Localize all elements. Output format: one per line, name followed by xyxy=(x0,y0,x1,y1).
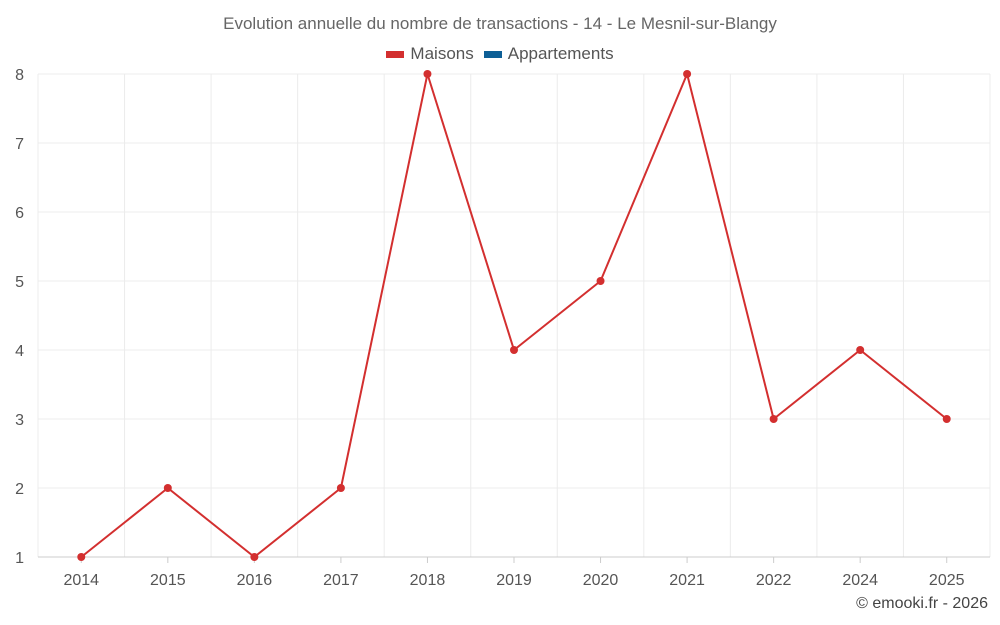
x-tick-label: 2025 xyxy=(929,572,965,589)
legend-label-maisons: Maisons xyxy=(410,44,474,63)
y-tick-label: 1 xyxy=(15,550,24,567)
legend-label-appartements: Appartements xyxy=(507,44,614,63)
data-point xyxy=(683,70,692,78)
x-tick-label: 2016 xyxy=(237,572,273,589)
legend-swatch-appartements xyxy=(483,50,502,58)
data-point xyxy=(856,346,865,354)
legend-item-maisons[interactable]: Maisons xyxy=(386,44,474,64)
y-tick-label: 5 xyxy=(15,274,24,291)
data-point xyxy=(596,277,605,285)
data-point xyxy=(769,415,778,423)
x-tick-label: 2021 xyxy=(669,572,705,589)
data-point xyxy=(942,415,951,423)
legend-swatch-maisons xyxy=(386,50,405,58)
x-tick-label: 2014 xyxy=(63,572,99,589)
y-tick-label: 3 xyxy=(15,412,24,429)
y-tick-label: 4 xyxy=(15,343,24,360)
y-tick-label: 7 xyxy=(15,136,24,153)
x-tick-label: 2017 xyxy=(323,572,359,589)
x-tick-label: 2024 xyxy=(842,572,878,589)
data-point xyxy=(510,346,518,354)
credit: © emooki.fr - 2026 xyxy=(856,595,988,612)
x-tick-label: 2022 xyxy=(756,572,792,589)
data-point xyxy=(336,484,345,492)
data-point xyxy=(163,484,172,492)
chart-title: Evolution annuelle du nombre de transact… xyxy=(223,14,777,33)
data-point xyxy=(250,553,259,561)
legend: Maisons Appartements xyxy=(0,44,1000,64)
x-tick-label: 2015 xyxy=(150,572,186,589)
y-tick-label: 2 xyxy=(15,481,24,498)
data-point xyxy=(77,553,86,561)
legend-item-appartements[interactable]: Appartements xyxy=(483,44,614,64)
y-tick-label: 6 xyxy=(15,205,24,222)
x-tick-label: 2020 xyxy=(583,572,619,589)
data-point xyxy=(423,70,432,78)
y-tick-label: 8 xyxy=(15,67,24,84)
x-tick-label: 2019 xyxy=(496,572,532,589)
x-tick-label: 2018 xyxy=(410,572,446,589)
